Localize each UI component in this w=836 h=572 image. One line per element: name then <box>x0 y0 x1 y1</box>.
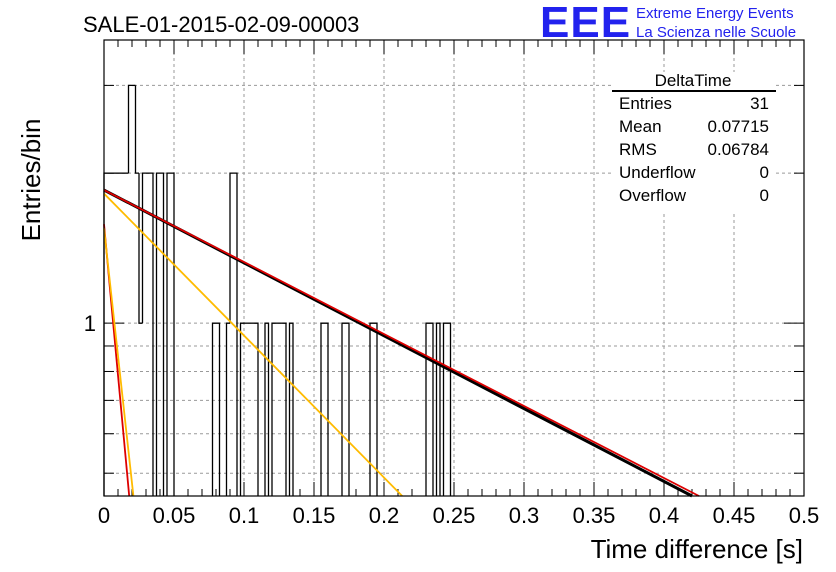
histogram-bin <box>442 322 447 496</box>
histogram-bin <box>166 172 171 496</box>
stats-label: Overflow <box>619 186 687 205</box>
histogram-bin <box>264 322 270 496</box>
stats-label: Mean <box>619 117 662 136</box>
histogram-bin <box>345 322 350 496</box>
x-tick-label: 0.1 <box>229 503 260 528</box>
fit-line-2 <box>103 189 700 497</box>
histogram-bin <box>141 172 146 324</box>
histogram-bin <box>254 322 259 496</box>
eee-brand: EEE Extreme Energy Events La Scienza nel… <box>540 0 830 47</box>
histogram-bin <box>239 322 244 496</box>
histogram-bin <box>341 322 346 496</box>
eee-logo: EEE <box>540 0 632 47</box>
y-tick-label: 1 <box>84 311 96 336</box>
brand-line-1: Extreme Energy Events <box>636 5 794 22</box>
x-tick-label: 0.35 <box>573 503 616 528</box>
stats-label: Underflow <box>619 163 696 182</box>
histogram-bin <box>369 322 374 496</box>
histogram-bin <box>282 322 287 496</box>
stats-value: 31 <box>750 94 769 113</box>
histogram-bin <box>127 84 132 174</box>
x-tick-label: 0.45 <box>713 503 756 528</box>
histogram-bin <box>149 172 154 496</box>
histogram-bin <box>170 172 175 496</box>
stats-title: DeltaTime <box>655 71 732 90</box>
histogram-bin <box>138 173 143 324</box>
stats-value: 0.07715 <box>708 117 769 136</box>
histogram-bin <box>225 322 230 496</box>
y-axis-label: Entries/bin <box>16 119 46 242</box>
x-tick-label: 0.05 <box>153 503 196 528</box>
stats-box: DeltaTime Entries 31 Mean 0.07715 RMS 0.06784… <box>612 71 776 212</box>
stats-value: 0.06784 <box>708 140 769 159</box>
x-axis-label: Time difference [s] <box>591 534 803 564</box>
fit-line-5 <box>103 192 403 497</box>
histogram-bin <box>216 322 221 496</box>
x-tick-label: 0.5 <box>789 503 820 528</box>
tick-labels: 0 0.05 0.1 0.15 0.2 0.25 0.3 0.35 0.4 0.45 0.5 1 <box>84 311 820 528</box>
histogram-bin <box>425 322 430 496</box>
histogram-bin <box>160 172 165 496</box>
x-tick-label: 0.3 <box>509 503 540 528</box>
histogram-bin <box>320 322 325 496</box>
histogram-bin <box>435 322 441 496</box>
x-tick-label: 0.4 <box>649 503 680 528</box>
histogram-bin <box>271 322 276 496</box>
histogram-bin <box>373 322 378 496</box>
x-tick-label: 0.2 <box>369 503 400 528</box>
chart-title: SALE-01-2015-02-09-00003 <box>83 12 359 37</box>
x-tick-label: 0.25 <box>433 503 476 528</box>
fit-lines <box>103 188 700 498</box>
stats-value: 0 <box>760 186 769 205</box>
x-tick-label: 0.15 <box>293 503 336 528</box>
plot-frame <box>103 39 805 497</box>
histogram-bin <box>233 172 238 496</box>
stats-label: Entries <box>619 94 672 113</box>
brand-line-2: La Scienza nelle Scuole <box>636 24 797 41</box>
stats-value: 0 <box>760 163 769 182</box>
histogram-bin <box>288 322 294 496</box>
histogram-bin <box>229 172 234 324</box>
x-tick-label: 0 <box>98 503 110 528</box>
histogram-bin <box>134 85 139 174</box>
stats-label: RMS <box>619 140 657 159</box>
histogram-bin <box>447 322 452 496</box>
histogram-bins <box>103 84 452 496</box>
histogram-bin <box>155 172 160 496</box>
histogram-bin <box>211 322 216 496</box>
fit-line-4 <box>103 228 135 497</box>
histogram-bin <box>324 322 329 496</box>
histogram-bin <box>429 322 434 496</box>
